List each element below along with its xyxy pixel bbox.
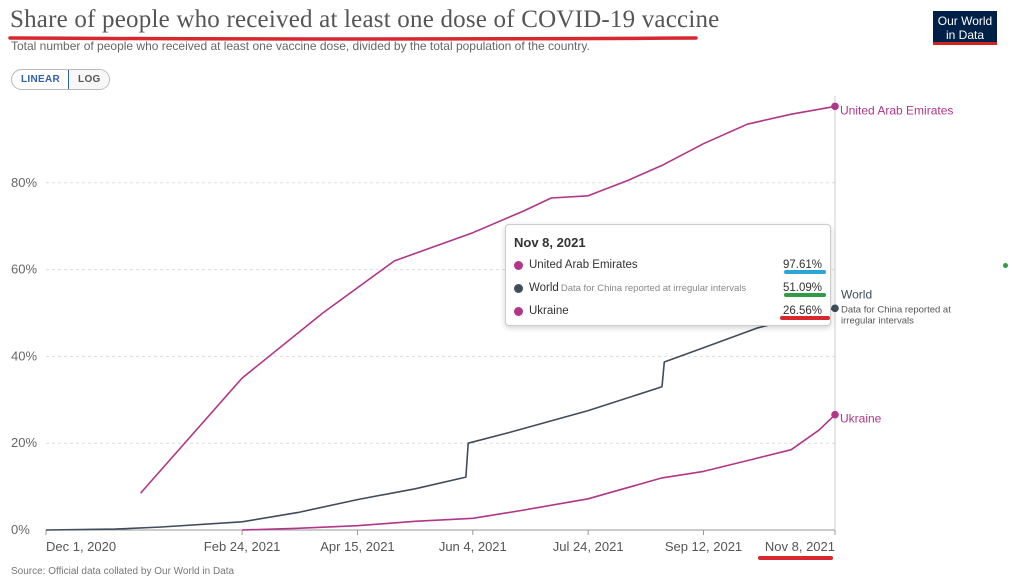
series-labels: United Arab Emirates World Data for China … <box>840 103 953 425</box>
series-line <box>242 414 836 531</box>
series-label: World <box>841 287 872 301</box>
underline-ukraine-value <box>780 316 830 320</box>
tooltip-name-ukraine: Ukraine <box>529 305 569 317</box>
series-end-marker <box>831 410 839 419</box>
tooltip-value-world: 51.09% <box>782 282 822 294</box>
chart-title: Share of people who received at least on… <box>10 6 720 33</box>
tooltip-date: Nov 8, 2021 <box>514 235 586 250</box>
x-tick-label: Jul 24, 2021 <box>553 539 624 554</box>
tooltip-row-uae: United Arab Emirates 97.61% <box>514 258 826 274</box>
series-label: United Arab Emirates <box>840 103 953 117</box>
tooltip-value-uae: 97.61% <box>782 259 822 271</box>
tooltip-row-ukraine: Ukraine 26.56% <box>514 304 826 320</box>
tooltip-name-uae: United Arab Emirates <box>529 259 638 271</box>
y-tick-label: 20% <box>11 435 37 450</box>
chart-subtitle: Total number of people who received at l… <box>11 39 590 53</box>
date-highlight-underline <box>758 556 833 560</box>
tooltip-value-ukraine: 26.56% <box>782 305 822 317</box>
hover-tooltip: Nov 8, 2021 United Arab Emirates 97.61% … <box>505 224 831 326</box>
y-tick-label: 40% <box>11 348 37 363</box>
title-underline <box>8 36 698 41</box>
right-edge-dot <box>1003 263 1008 268</box>
x-tick-label: Dec 1, 2020 <box>46 539 116 554</box>
series-label-note: irregular intervals <box>841 315 914 326</box>
series-end-marker <box>831 102 839 111</box>
tooltip-dot-uae <box>514 261 523 270</box>
x-tick-label: Jun 4, 2021 <box>439 539 507 554</box>
series-end-marker <box>831 304 839 313</box>
underline-uae-value <box>784 270 826 274</box>
x-tick-label: Feb 24, 2021 <box>204 539 281 554</box>
linear-scale-button[interactable]: LINEAR <box>11 70 70 89</box>
tooltip-row-world: World Data for China reported at irregula… <box>514 281 826 297</box>
tooltip-name-world: World Data for China reported at irregula… <box>529 282 746 294</box>
scale-toggle[interactable]: LINEAR LOG <box>11 69 110 90</box>
x-tick-label: Nov 8, 2021 <box>765 539 835 554</box>
series-label-note: Data for China reported at <box>841 304 951 315</box>
y-tick-label: 80% <box>11 175 37 190</box>
y-tick-label: 60% <box>11 262 37 277</box>
source-note: Source: Official data collated by Our Wo… <box>11 566 235 577</box>
tooltip-dot-world <box>514 284 523 293</box>
series-line <box>45 307 836 531</box>
tooltip-dot-ukraine <box>514 307 523 316</box>
y-tick-label: 0% <box>11 522 30 537</box>
x-tick-label: Apr 15, 2021 <box>320 539 394 554</box>
owid-logo[interactable]: Our World in Data <box>933 11 997 45</box>
tooltip-world-label: World <box>529 282 559 294</box>
series-label: Ukraine <box>840 412 882 426</box>
log-scale-button[interactable]: LOG <box>69 70 109 89</box>
logo-line1: Our World <box>937 14 993 28</box>
tooltip-world-note: Data for China reported at irregular int… <box>560 283 747 294</box>
underline-world-value <box>784 293 826 297</box>
logo-line2: in Data <box>945 28 985 42</box>
x-tick-label: Sep 12, 2021 <box>665 539 742 554</box>
